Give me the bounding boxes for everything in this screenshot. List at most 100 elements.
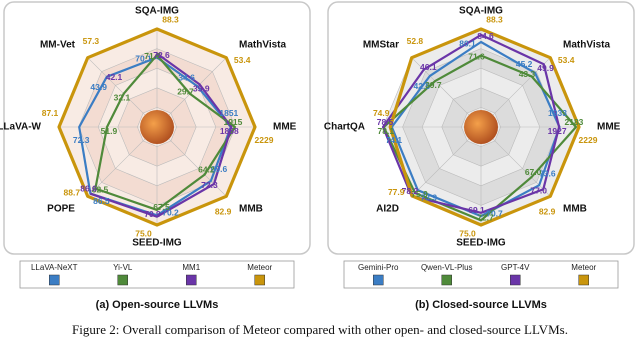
data-label: 67.0 — [525, 167, 542, 177]
legend-swatch — [441, 274, 452, 286]
panel-title: (a) Open-source LLVMs — [96, 299, 219, 311]
data-label: 75.0 — [135, 228, 152, 238]
data-label: 78.2 — [402, 186, 419, 196]
axis-label: SEED-IMG — [132, 238, 182, 249]
axis-label: MMStar — [363, 40, 399, 51]
data-label: 64.2 — [198, 164, 215, 174]
legend-label: Meteor — [571, 263, 596, 272]
data-label: 1915 — [223, 117, 242, 127]
axis-label: SEED-IMG — [456, 238, 506, 249]
legend-swatch — [254, 274, 265, 286]
legend-label: Meteor — [247, 263, 272, 272]
series-line — [78, 56, 232, 217]
data-label: 71.7 — [144, 51, 161, 61]
data-label: 72.6 — [153, 50, 170, 60]
axis-label: POPE — [47, 204, 75, 215]
series-line — [89, 52, 233, 218]
legend-swatch — [186, 274, 197, 286]
data-label: 32.1 — [114, 93, 131, 103]
meteor-icon — [464, 110, 498, 144]
data-label: 1927 — [548, 126, 567, 136]
legend-swatch — [578, 274, 589, 286]
axis-label: MMB — [563, 204, 587, 215]
axis-label: AI2D — [376, 204, 399, 215]
data-label: 71.6 — [468, 52, 485, 62]
data-label: 51.9 — [101, 126, 118, 136]
data-label: 1851 — [219, 108, 238, 118]
data-label: 45.2 — [516, 59, 533, 69]
legend — [19, 260, 295, 289]
data-label: 53.4 — [234, 55, 251, 65]
data-label: 82.5 — [92, 185, 109, 195]
data-label: 42.1 — [106, 72, 123, 82]
data-label: 87.1 — [42, 108, 59, 118]
data-label: 82.9 — [215, 206, 232, 216]
legend — [343, 260, 619, 289]
data-label: 74.9 — [373, 108, 390, 118]
data-label: 88.3 — [486, 14, 503, 24]
data-label: 70.2 — [162, 208, 179, 218]
data-label: 69.1 — [468, 205, 485, 215]
data-label: 88.3 — [162, 14, 179, 24]
data-label: 43.3 — [519, 69, 536, 79]
axis-label: ChartQA — [324, 122, 365, 133]
data-label: 2229 — [579, 135, 598, 145]
axis-label: MM-Vet — [40, 40, 76, 51]
data-label: 52.8 — [407, 36, 424, 46]
data-label: 1858 — [220, 126, 239, 136]
data-label: 70.9 — [144, 209, 161, 219]
legend-label: MM1 — [182, 263, 200, 272]
data-label: 72.3 — [201, 180, 218, 190]
meteor-icon — [140, 110, 174, 144]
data-label: 78.5 — [377, 117, 394, 127]
data-label: 53.4 — [558, 55, 575, 65]
data-label: 1933 — [548, 108, 567, 118]
data-label: 39.7 — [425, 80, 442, 90]
data-label: 2183 — [565, 117, 584, 127]
data-label: 69.6 — [211, 164, 228, 174]
series-line — [382, 54, 578, 222]
series-line — [94, 53, 236, 211]
axis-label: SQA-IMG — [459, 6, 503, 17]
panel-title: (b) Closed-source LLVMs — [415, 299, 547, 311]
data-label: 86.6 — [80, 183, 97, 193]
series-line — [57, 27, 257, 227]
data-label: 75.0 — [459, 228, 476, 238]
data-label: 80.1 — [459, 38, 476, 48]
axis-label: SQA-IMG — [135, 6, 179, 17]
data-label: 73.9 — [421, 193, 438, 203]
data-label: 67.5 — [153, 202, 170, 212]
legend-label: Yi-VL — [113, 263, 133, 272]
data-label: 46.1 — [420, 62, 437, 72]
axis-label: MathVista — [563, 40, 610, 51]
data-label: 84.6 — [477, 31, 494, 41]
axis-label: MMB — [239, 204, 263, 215]
data-label: 73.6 — [539, 168, 556, 178]
data-label: 72.3 — [73, 135, 90, 145]
series-line — [388, 27, 581, 227]
data-label: 57.3 — [83, 36, 100, 46]
data-label: 72.7 — [477, 213, 494, 223]
data-label: 77.0 — [530, 185, 547, 195]
data-label: 34.6 — [178, 73, 195, 83]
data-label: 82.9 — [539, 206, 556, 216]
legend-swatch — [49, 274, 60, 286]
legend-swatch — [117, 274, 128, 286]
data-label: 88.7 — [64, 187, 81, 197]
axis-label: MathVista — [239, 40, 286, 51]
axis-label: MME — [597, 122, 621, 133]
figure-caption: Figure 2: Overall comparison of Meteor c… — [72, 322, 568, 337]
data-label: 70.1 — [135, 54, 152, 64]
axis-label: MME — [273, 122, 297, 133]
data-label: 77.9 — [388, 187, 405, 197]
data-label: 86.5 — [93, 196, 110, 206]
legend-label: Gemini-Pro — [358, 263, 399, 272]
data-label: 49.9 — [537, 63, 554, 73]
data-label: 42.6 — [414, 81, 431, 91]
data-label: 2229 — [255, 135, 274, 145]
data-label: 70.7 — [486, 208, 503, 218]
data-label: 78.1 — [378, 126, 395, 136]
legend-swatch — [510, 274, 521, 286]
legend-label: GPT-4V — [501, 263, 530, 272]
